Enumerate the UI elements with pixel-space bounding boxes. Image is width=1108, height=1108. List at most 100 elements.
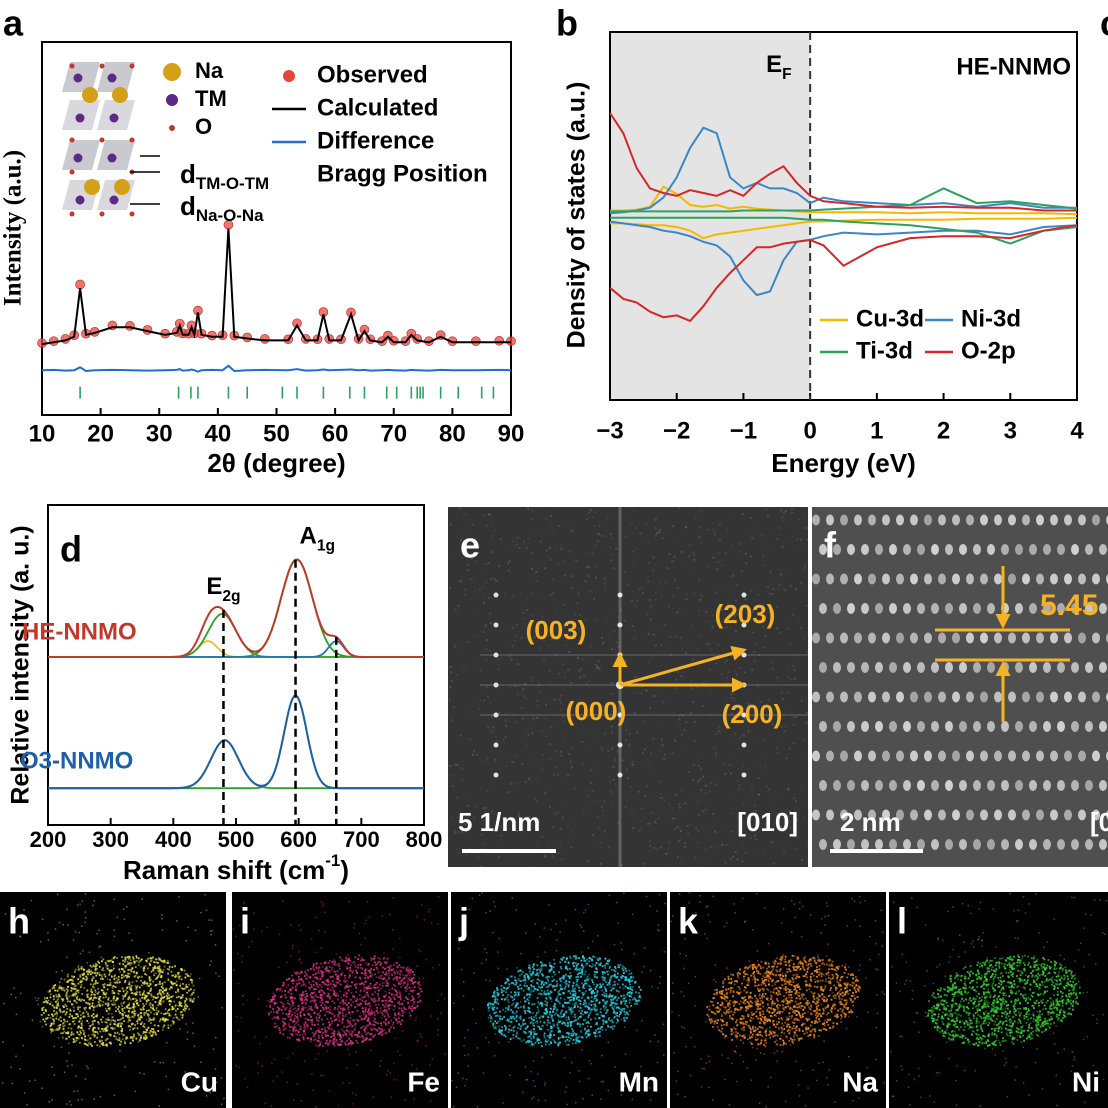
- map-signal: [337, 978, 340, 981]
- map-noise: [233, 969, 235, 971]
- map-noise: [19, 936, 22, 938]
- map-signal: [102, 991, 105, 994]
- map-signal: [118, 962, 121, 965]
- map-signal: [149, 1006, 152, 1009]
- noise: [720, 609, 723, 612]
- map-signal: [292, 1027, 295, 1029]
- map-signal: [185, 997, 188, 1000]
- map-signal: [109, 1023, 112, 1026]
- map-signal: [326, 987, 329, 990]
- map-signal: [386, 960, 389, 963]
- map-signal: [122, 963, 125, 966]
- map-signal: [342, 1033, 345, 1036]
- map-signal: [183, 1007, 186, 1010]
- noise: [702, 677, 704, 679]
- atom-column: [931, 544, 939, 555]
- noise: [476, 759, 478, 761]
- noise: [579, 566, 581, 568]
- map-signal: [166, 959, 169, 962]
- map-signal: [183, 1005, 186, 1008]
- map-signal: [355, 999, 358, 1002]
- map-signal: [392, 968, 395, 970]
- map-signal: [410, 1007, 412, 1010]
- map-signal: [105, 1043, 108, 1046]
- map-signal: [351, 1042, 354, 1044]
- map-signal: [122, 990, 125, 993]
- map-noise: [15, 1013, 18, 1016]
- map-noise: [437, 1033, 439, 1036]
- map-signal: [295, 972, 298, 975]
- map-signal: [367, 1009, 370, 1012]
- noise: [773, 862, 776, 865]
- noise: [700, 542, 703, 545]
- noise: [729, 858, 732, 861]
- noise: [724, 589, 726, 591]
- atom-column: [861, 839, 869, 850]
- map-signal: [50, 1030, 53, 1032]
- noise: [648, 706, 651, 709]
- map-signal: [344, 1015, 347, 1017]
- noise: [706, 528, 709, 531]
- noise: [568, 841, 571, 844]
- atom-column: [868, 514, 876, 526]
- map-signal: [129, 986, 132, 989]
- noise: [749, 836, 752, 839]
- noise: [688, 644, 691, 647]
- map-signal: [394, 984, 397, 987]
- atom-column: [1022, 809, 1030, 821]
- map-noise: [53, 1045, 56, 1048]
- noise: [577, 821, 579, 823]
- map-signal: [76, 989, 79, 992]
- map-signal: [369, 1023, 372, 1025]
- atom-column: [994, 514, 1002, 526]
- map-signal: [403, 1006, 406, 1009]
- noise: [628, 732, 631, 735]
- noise: [666, 567, 669, 570]
- noise: [749, 516, 752, 519]
- noise: [738, 550, 741, 553]
- map-signal: [354, 1006, 357, 1009]
- atom-column: [833, 662, 841, 673]
- map-signal: [127, 969, 130, 971]
- map-signal: [72, 993, 75, 996]
- noise: [538, 647, 541, 650]
- map-signal: [386, 957, 389, 960]
- map-signal: [102, 1042, 105, 1044]
- map-signal: [164, 1008, 167, 1011]
- map-signal: [380, 974, 383, 977]
- map-signal: [49, 1028, 52, 1031]
- noise: [763, 638, 765, 640]
- map-signal: [168, 1000, 171, 1003]
- noise: [785, 725, 788, 728]
- noise: [678, 714, 681, 717]
- map-signal: [152, 1018, 154, 1021]
- atom-column: [952, 809, 960, 821]
- map-noise: [128, 932, 130, 934]
- map-noise: [372, 1096, 375, 1098]
- map-noise: [383, 952, 385, 954]
- noise: [452, 774, 455, 777]
- map-signal: [98, 999, 101, 1002]
- atom-column: [868, 691, 876, 703]
- noise: [615, 547, 618, 550]
- map-signal: [142, 1036, 145, 1039]
- map-signal: [299, 1010, 302, 1013]
- map-signal: [340, 973, 343, 976]
- map-noise: [15, 996, 17, 999]
- map-signal: [177, 990, 180, 993]
- map-signal: [309, 976, 312, 979]
- map-signal: [69, 1009, 72, 1012]
- atom-column: [1036, 691, 1044, 703]
- noise: [476, 804, 479, 807]
- noise: [610, 682, 613, 685]
- noise: [458, 580, 461, 583]
- map-signal: [145, 1031, 148, 1033]
- map-signal: [313, 1024, 316, 1026]
- map-signal: [135, 955, 138, 957]
- map-noise: [347, 954, 349, 956]
- map-signal: [61, 1022, 64, 1025]
- noise: [727, 763, 730, 766]
- map-signal: [179, 1013, 182, 1016]
- map-signal: [147, 1026, 150, 1029]
- noise: [718, 552, 721, 555]
